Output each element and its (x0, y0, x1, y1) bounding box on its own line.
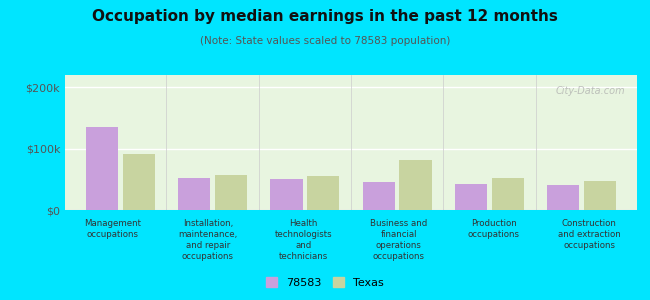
Text: Occupation by median earnings in the past 12 months: Occupation by median earnings in the pas… (92, 9, 558, 24)
Bar (584, 181, 616, 210)
Bar (455, 184, 487, 210)
Text: Production
occupations: Production occupations (468, 219, 520, 239)
Bar (491, 178, 524, 210)
Text: (Note: State values scaled to 78583 population): (Note: State values scaled to 78583 popu… (200, 36, 450, 46)
Bar (86, 127, 118, 210)
Text: Health
technologists
and
technicians: Health technologists and technicians (274, 219, 332, 261)
Text: City-Data.com: City-Data.com (556, 86, 625, 96)
Bar (307, 176, 339, 210)
Bar (123, 154, 155, 210)
Text: Installation,
maintenance,
and repair
occupations: Installation, maintenance, and repair oc… (178, 219, 238, 261)
Text: Construction
and extraction
occupations: Construction and extraction occupations (558, 219, 621, 250)
Bar (178, 178, 211, 210)
Text: Business and
financial
operations
occupations: Business and financial operations occupa… (370, 219, 427, 261)
Bar (547, 185, 579, 210)
Bar (215, 175, 247, 210)
Text: Management
occupations: Management occupations (84, 219, 141, 239)
Bar (270, 179, 302, 210)
Bar (400, 160, 432, 210)
Legend: 78583, Texas: 78583, Texas (263, 274, 387, 291)
Bar (363, 182, 395, 210)
